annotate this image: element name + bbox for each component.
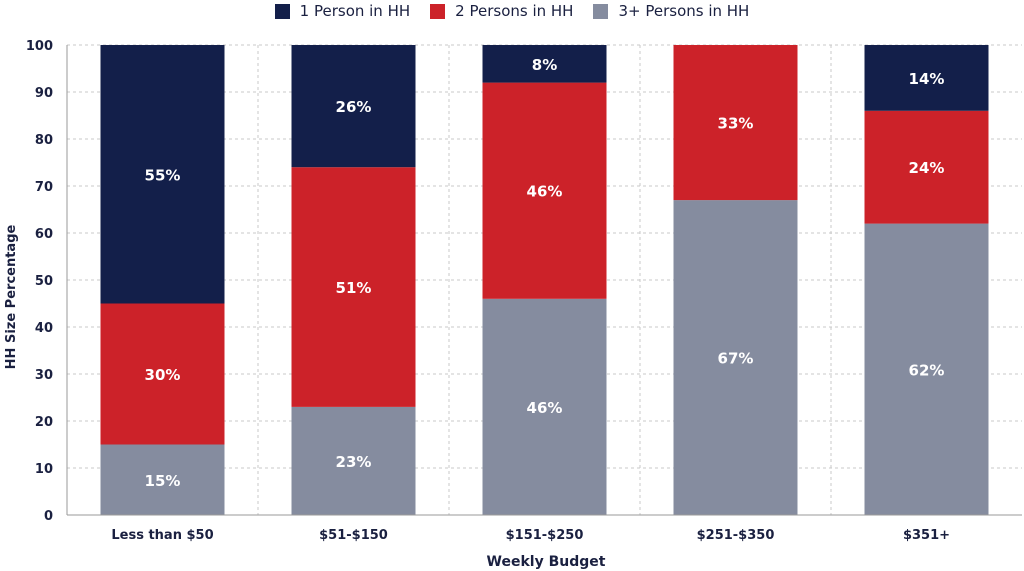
data-label: 8%: [532, 56, 557, 74]
x-tick-label: $251-$350: [697, 528, 775, 543]
bar-segment: [864, 45, 989, 111]
data-label: 15%: [145, 472, 181, 490]
data-label: 55%: [145, 166, 181, 184]
category-separators: [257, 45, 832, 515]
legend-item-1-person: 1 Person in HH: [274, 2, 411, 20]
legend-item-3-plus-persons: 3+ Persons in HH: [593, 2, 749, 20]
data-label: 14%: [909, 70, 945, 88]
x-tick-label: $51-$150: [319, 528, 388, 543]
bar-segment: [291, 167, 416, 407]
y-tick-label: 100: [26, 39, 53, 54]
x-tick-label: $351+: [903, 528, 950, 543]
data-label: 33%: [718, 115, 754, 133]
bar-segment: [864, 223, 989, 515]
y-tick-label: 80: [35, 133, 53, 148]
x-axis-ticks: Less than $50 $51-$150 $151-$250 $251-$350 $…: [111, 528, 950, 543]
y-tick-label: 40: [35, 321, 53, 336]
bar-segment: [482, 298, 607, 515]
bar-segment: [673, 45, 798, 201]
bar-segment: [291, 45, 416, 168]
x-tick-label: Less than $50: [111, 528, 213, 543]
bar-segment: [100, 45, 225, 304]
bar-segment: [100, 444, 225, 515]
y-tick-label: 60: [35, 227, 53, 242]
y-tick-label: 10: [35, 462, 53, 477]
y-axis-ticks: 0 10 20 30 40 50 60 70 80 90 100: [26, 39, 53, 524]
data-label: 62%: [909, 361, 945, 379]
legend-swatch-2-persons: [430, 3, 446, 19]
bar-segment: [673, 200, 798, 515]
legend-swatch-1-person: [274, 3, 290, 19]
data-label: 30%: [145, 366, 181, 384]
data-label: 24%: [909, 159, 945, 177]
y-tick-label: 0: [44, 509, 53, 524]
x-tick-label: $151-$250: [506, 528, 584, 543]
legend-label-3-plus-persons: 3+ Persons in HH: [618, 2, 750, 20]
data-label: 46%: [527, 183, 563, 201]
bars: [100, 45, 989, 515]
bar-segment: [482, 82, 607, 299]
bar-segment: [864, 110, 989, 224]
data-label: 51%: [336, 279, 372, 297]
y-tick-label: 50: [35, 274, 53, 289]
y-tick-label: 90: [35, 86, 53, 101]
data-label: 26%: [336, 98, 372, 116]
legend-label-2-persons: 2 Persons in HH: [455, 2, 574, 20]
data-label: 46%: [527, 399, 563, 417]
data-label: 23%: [336, 453, 372, 471]
y-tick-label: 20: [35, 415, 53, 430]
y-axis-title: HH Size Percentage: [4, 224, 19, 369]
legend: 1 Person in HH 2 Persons in HH 3+ Person…: [0, 2, 1024, 20]
legend-swatch-3-plus-persons: [593, 3, 609, 19]
y-tick-label: 70: [35, 180, 53, 195]
bar-segment: [291, 406, 416, 515]
data-label: 67%: [718, 350, 754, 368]
x-axis-title: Weekly Budget: [487, 554, 606, 570]
bar-segment: [100, 303, 225, 445]
legend-label-1-person: 1 Person in HH: [299, 2, 411, 20]
bar-segment: [482, 45, 607, 83]
y-tick-label: 30: [35, 368, 53, 383]
legend-item-2-persons: 2 Persons in HH: [430, 2, 573, 20]
bar-labels: 15% 30% 55% 23% 51% 26% 46% 46% 8% 67% 33% 62% 24% 14…: [145, 56, 945, 490]
